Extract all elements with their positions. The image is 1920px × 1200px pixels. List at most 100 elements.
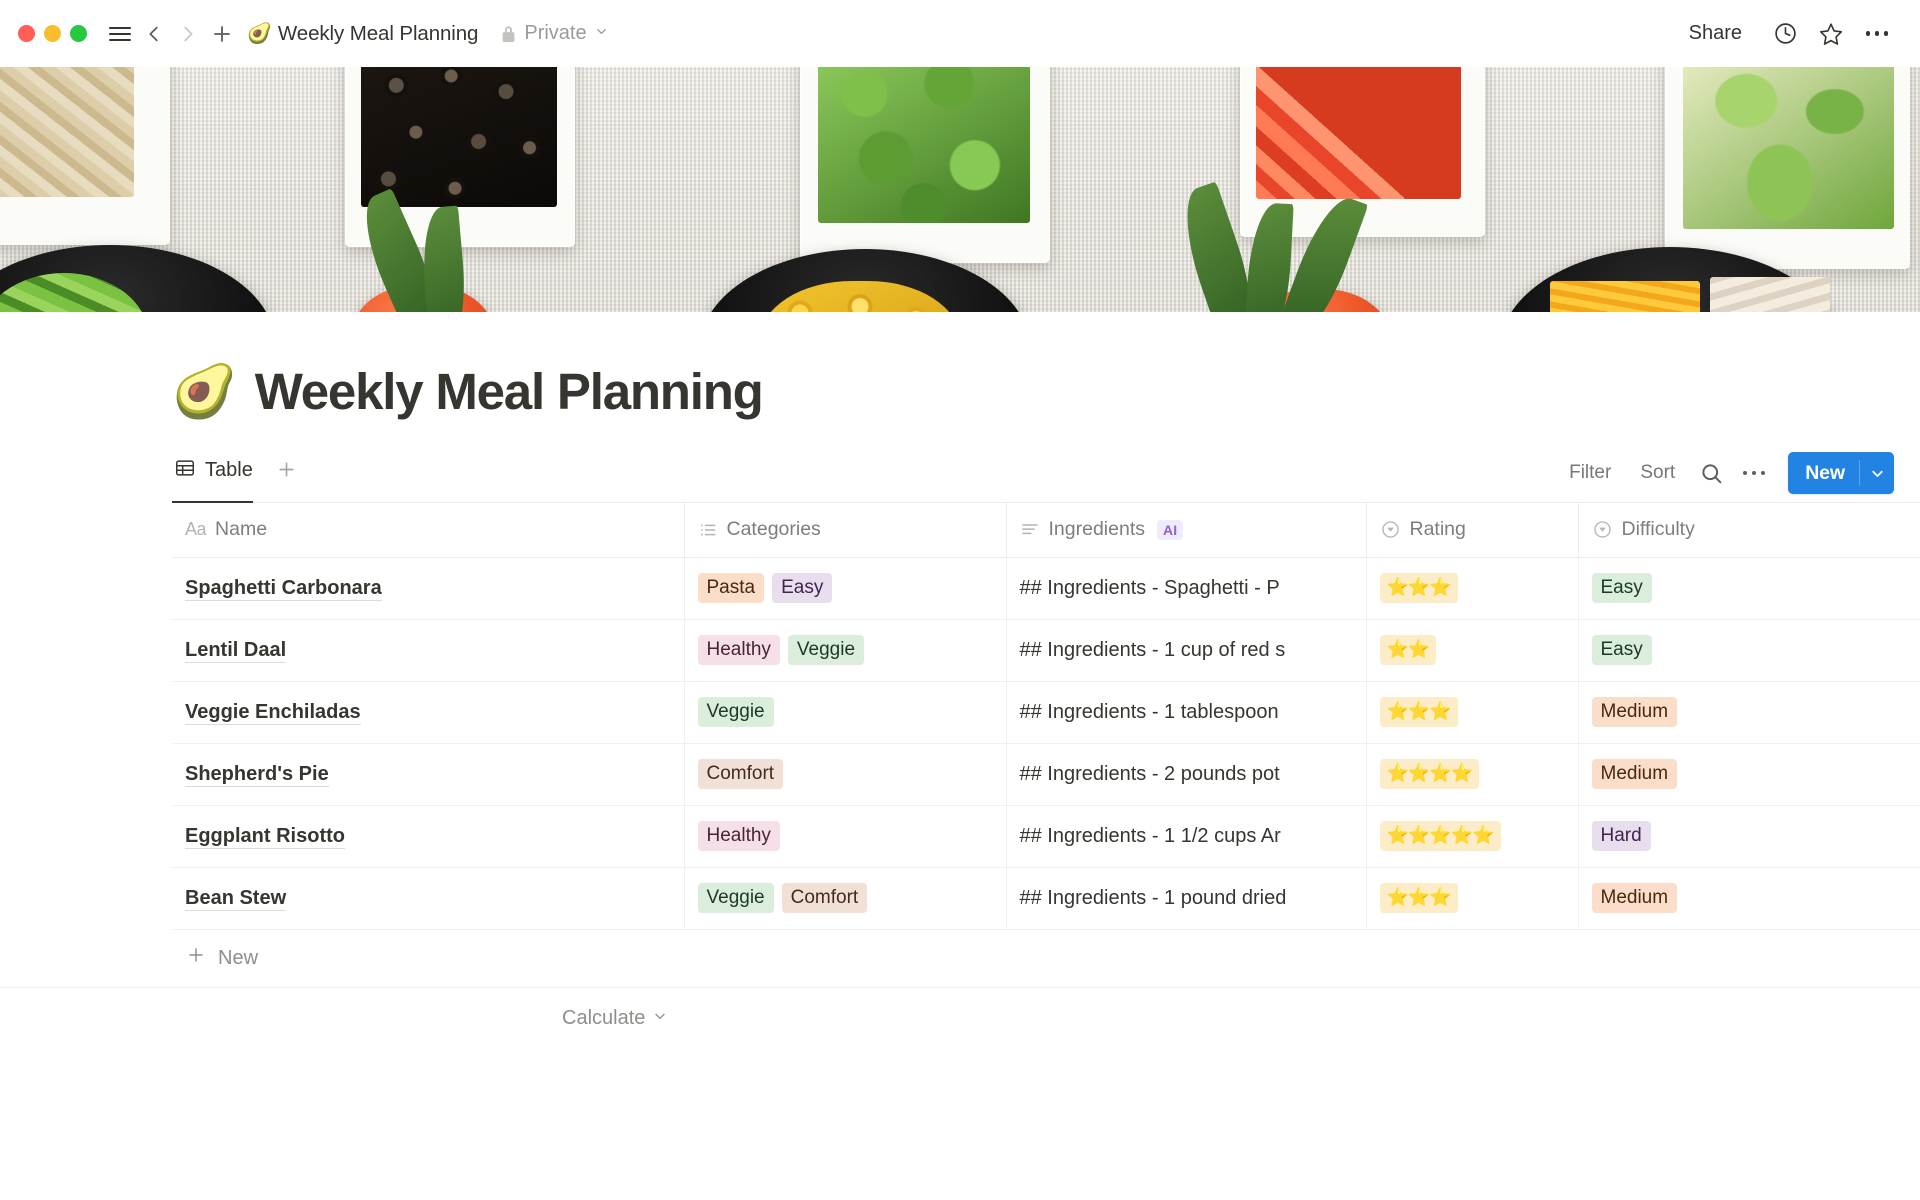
cell-rating[interactable]: ⭐⭐⭐⭐⭐ — [1366, 805, 1579, 868]
record-title-link[interactable]: Veggie Enchiladas — [185, 700, 361, 725]
cell-rating[interactable]: ⭐⭐ — [1366, 619, 1579, 682]
cell-name[interactable]: Veggie Enchiladas — [172, 681, 685, 744]
search-icon[interactable] — [1693, 456, 1729, 490]
rating-tag: ⭐⭐ — [1379, 634, 1437, 666]
new-record-chevron-down-icon[interactable] — [1860, 452, 1894, 494]
sort-button[interactable]: Sort — [1640, 462, 1676, 484]
page-title[interactable]: Weekly Meal Planning — [254, 363, 764, 420]
column-header-name[interactable]: Aa Name — [172, 503, 685, 558]
add-new-row-label: New — [218, 946, 259, 969]
column-header-categories[interactable]: Categories — [684, 503, 1007, 558]
table-row[interactable]: Veggie Enchiladas Veggie ## Ingredients … — [172, 681, 1920, 744]
cell-categories[interactable]: Veggie Comfort — [684, 867, 1007, 930]
cell-name[interactable]: Lentil Daal — [172, 619, 685, 682]
column-header-rating[interactable]: Rating — [1366, 503, 1579, 558]
window-traffic-lights — [18, 25, 87, 42]
new-record-button[interactable]: New — [1788, 452, 1894, 495]
rating-tag: ⭐⭐⭐ — [1379, 696, 1458, 728]
ellipsis-icon[interactable] — [1860, 17, 1894, 51]
new-record-label: New — [1805, 461, 1845, 484]
record-title-link[interactable]: Eggplant Risotto — [185, 824, 345, 849]
category-tag: Veggie — [787, 634, 865, 666]
select-circle-icon — [1380, 519, 1401, 540]
cell-rating[interactable]: ⭐⭐⭐ — [1366, 867, 1579, 930]
column-header-ingredients-label: Ingredients — [1048, 518, 1145, 541]
record-title-link[interactable]: Lentil Daal — [185, 638, 287, 663]
cell-ingredients[interactable]: ## Ingredients - 1 pound dried — [1006, 867, 1367, 930]
cell-ingredients[interactable]: ## Ingredients - 1 cup of red s — [1006, 619, 1367, 682]
category-tag: Pasta — [697, 572, 765, 604]
cell-name[interactable]: Spaghetti Carbonara — [172, 557, 685, 620]
titlebar-document-title: Weekly Meal Planning — [277, 21, 479, 45]
calculate-label: Calculate — [562, 1007, 646, 1030]
cell-rating[interactable]: ⭐⭐⭐⭐ — [1366, 743, 1579, 806]
cell-name[interactable]: Eggplant Risotto — [172, 805, 685, 868]
add-new-row-button[interactable]: New — [0, 930, 1920, 988]
cell-name[interactable]: Shepherd's Pie — [172, 743, 685, 806]
cell-difficulty[interactable]: Medium — [1578, 681, 1920, 744]
cell-ingredients[interactable]: ## Ingredients - Spaghetti - P — [1006, 557, 1367, 620]
table-row[interactable]: Eggplant Risotto Healthy ## Ingredients … — [172, 805, 1920, 868]
cell-ingredients[interactable]: ## Ingredients - 2 pounds pot — [1006, 743, 1367, 806]
share-button[interactable]: Share — [1688, 22, 1742, 44]
forward-arrow-icon[interactable] — [171, 17, 205, 51]
column-header-ingredients[interactable]: Ingredients AI — [1006, 503, 1367, 558]
tab-table[interactable]: Table — [172, 449, 261, 504]
table-row[interactable]: Shepherd's Pie Comfort ## Ingredients - … — [172, 743, 1920, 806]
cell-difficulty[interactable]: Easy — [1578, 557, 1920, 620]
difficulty-tag: Medium — [1591, 758, 1678, 790]
star-icon[interactable] — [1814, 17, 1848, 51]
cell-difficulty[interactable]: Medium — [1578, 867, 1920, 930]
new-button-divider — [1859, 460, 1860, 487]
cell-difficulty[interactable]: Medium — [1578, 743, 1920, 806]
page-icon-emoji[interactable]: 🥑 — [172, 362, 237, 421]
plus-icon[interactable] — [205, 17, 239, 51]
ai-badge: AI — [1156, 519, 1184, 540]
back-arrow-icon[interactable] — [137, 17, 171, 51]
table-row[interactable]: Bean Stew Veggie Comfort ## Ingredients … — [172, 867, 1920, 930]
cell-rating[interactable]: ⭐⭐⭐ — [1366, 557, 1579, 620]
difficulty-tag: Hard — [1591, 820, 1651, 852]
window-titlebar: 🥑 Weekly Meal Planning Private Share — [0, 0, 1920, 67]
column-header-rating-label: Rating — [1409, 518, 1466, 541]
record-title-link[interactable]: Spaghetti Carbonara — [185, 576, 382, 601]
table-row[interactable]: Spaghetti Carbonara Pasta Easy ## Ingred… — [172, 557, 1920, 620]
cell-ingredients[interactable]: ## Ingredients - 1 1/2 cups Ar — [1006, 805, 1367, 868]
cell-categories[interactable]: Comfort — [684, 743, 1007, 806]
category-tag: Healthy — [697, 634, 780, 666]
page-header: 🥑 Weekly Meal Planning — [0, 312, 1920, 419]
cell-difficulty[interactable]: Hard — [1578, 805, 1920, 868]
column-header-difficulty-label: Difficulty — [1621, 518, 1695, 541]
page-cover-image[interactable] — [0, 67, 1920, 312]
hamburger-icon[interactable] — [103, 17, 137, 51]
zoom-window-button[interactable] — [70, 25, 87, 42]
view-tabs: Table — [172, 449, 308, 504]
record-title-link[interactable]: Bean Stew — [185, 886, 287, 911]
view-more-ellipsis-icon[interactable] — [1736, 456, 1772, 490]
privacy-selector[interactable]: Private — [500, 22, 608, 45]
calculate-button[interactable]: Calculate — [562, 1007, 668, 1030]
chevron-down-icon — [652, 1007, 668, 1030]
cell-rating[interactable]: ⭐⭐⭐ — [1366, 681, 1579, 744]
filter-button[interactable]: Filter — [1569, 462, 1612, 484]
titlebar-actions — [1768, 17, 1894, 51]
table-row[interactable]: Lentil Daal Healthy Veggie ## Ingredient… — [172, 619, 1920, 682]
add-view-plus-icon[interactable] — [265, 458, 308, 494]
cell-difficulty[interactable]: Easy — [1578, 619, 1920, 682]
column-header-name-label: Name — [215, 518, 268, 541]
cell-name[interactable]: Bean Stew — [172, 867, 685, 930]
cell-categories[interactable]: Veggie — [684, 681, 1007, 744]
cell-categories[interactable]: Healthy — [684, 805, 1007, 868]
record-title-link[interactable]: Shepherd's Pie — [185, 762, 329, 787]
minimize-window-button[interactable] — [44, 25, 61, 42]
chevron-down-icon — [594, 22, 609, 45]
database-table: Aa Name Categories — [0, 503, 1920, 930]
multi-select-icon — [698, 520, 718, 540]
rating-tag: ⭐⭐⭐⭐⭐ — [1379, 820, 1501, 852]
cell-categories[interactable]: Healthy Veggie — [684, 619, 1007, 682]
cell-ingredients[interactable]: ## Ingredients - 1 tablespoon — [1006, 681, 1367, 744]
column-header-difficulty[interactable]: Difficulty — [1578, 503, 1920, 558]
clock-history-icon[interactable] — [1768, 17, 1802, 51]
close-window-button[interactable] — [18, 25, 35, 42]
cell-categories[interactable]: Pasta Easy — [684, 557, 1007, 620]
